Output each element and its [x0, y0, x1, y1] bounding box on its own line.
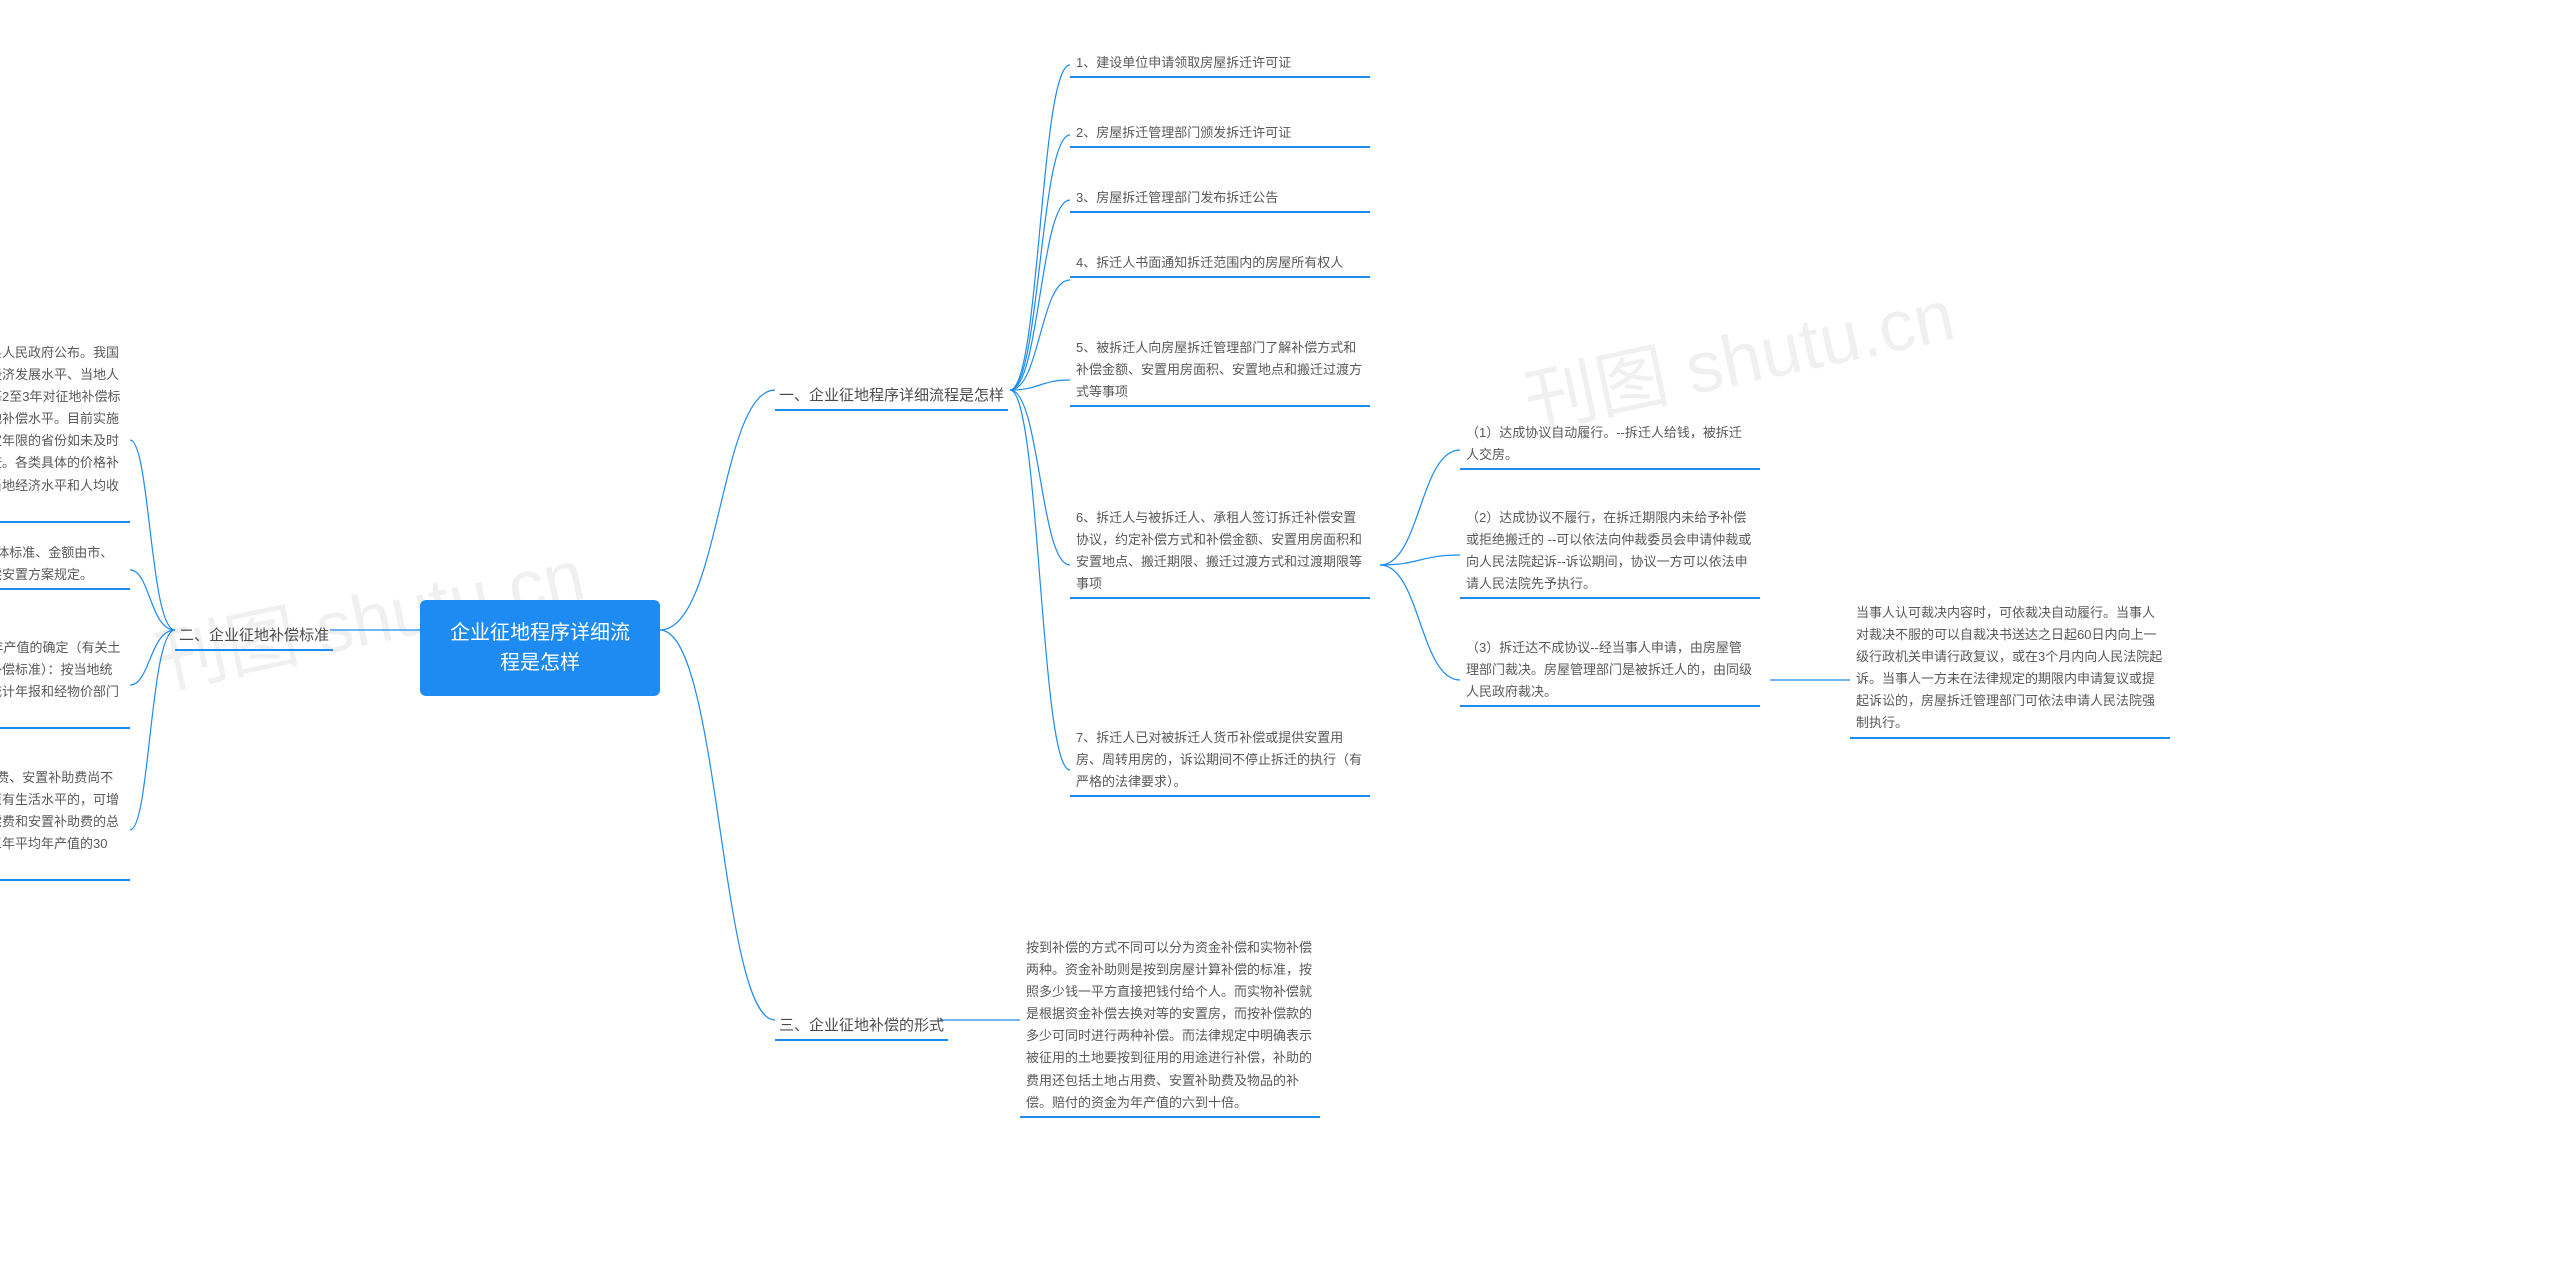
b2-intro: 拆迁补偿标准的调整由市县人民政府公布。我国法律规定各地政府应根据经济发展水平、当…: [0, 340, 130, 523]
b2-leaf-2: 2、土地被征用前3年平均年产值的确定（有关土地补偿费、安置补助费的补偿标准）：按…: [0, 635, 130, 729]
b1-l6-child-1: （1）达成协议自动履行。--拆迁人给钱，被拆迁人交房。: [1460, 420, 1760, 470]
root-node: 企业征地程序详细流程是怎样: [420, 600, 660, 696]
b2-leaf-1: 1、各项征地补偿费用的具体标准、金额由市、县政府依法批准的征地补偿安置方案规定。: [0, 540, 130, 590]
b2-leaf-3: 3、按规定支付的土地补偿费、安置补助费尚不能使需要安置的农民保持原有生活水平的，…: [0, 765, 130, 881]
b1-l6-child-2: （2）达成协议不履行，在拆迁期限内未给予补偿或拒绝搬迁的 --可以依法向仲裁委员…: [1460, 505, 1760, 599]
b1-l6-c3-detail: 当事人认可裁决内容时，可依裁决自动履行。当事人对裁决不服的可以自裁决书送达之日起…: [1850, 600, 2170, 739]
b1-leaf-1: 1、建设单位申请领取房屋拆迁许可证: [1070, 50, 1370, 78]
b1-leaf-4: 4、拆迁人书面通知拆迁范围内的房屋所有权人: [1070, 250, 1370, 278]
b1-leaf-3: 3、房屋拆迁管理部门发布拆迁公告: [1070, 185, 1370, 213]
b1-leaf-6: 6、拆迁人与被拆迁人、承租人签订拆迁补偿安置协议，约定补偿方式和补偿金额、安置用…: [1070, 505, 1370, 599]
b1-leaf-5: 5、被拆迁人向房屋拆迁管理部门了解补偿方式和补偿金额、安置用房面积、安置地点和搬…: [1070, 335, 1370, 407]
branch-1-label: 一、企业征地程序详细流程是怎样: [775, 378, 1008, 411]
branch-3-label: 三、企业征地补偿的形式: [775, 1008, 948, 1041]
b1-leaf-2: 2、房屋拆迁管理部门颁发拆迁许可证: [1070, 120, 1370, 148]
b1-l6-child-3: （3）拆迁达不成协议--经当事人申请，由房屋管理部门裁决。房屋管理部门是被拆迁人…: [1460, 635, 1760, 707]
branch-2-label: 二、企业征地补偿标准: [175, 618, 333, 651]
b1-leaf-7: 7、拆迁人已对被拆迁人货币补偿或提供安置用房、周转用房的，诉讼期间不停止拆迁的执…: [1070, 725, 1370, 797]
b3-detail: 按到补偿的方式不同可以分为资金补偿和实物补偿两种。资金补助则是按到房屋计算补偿的…: [1020, 935, 1320, 1118]
